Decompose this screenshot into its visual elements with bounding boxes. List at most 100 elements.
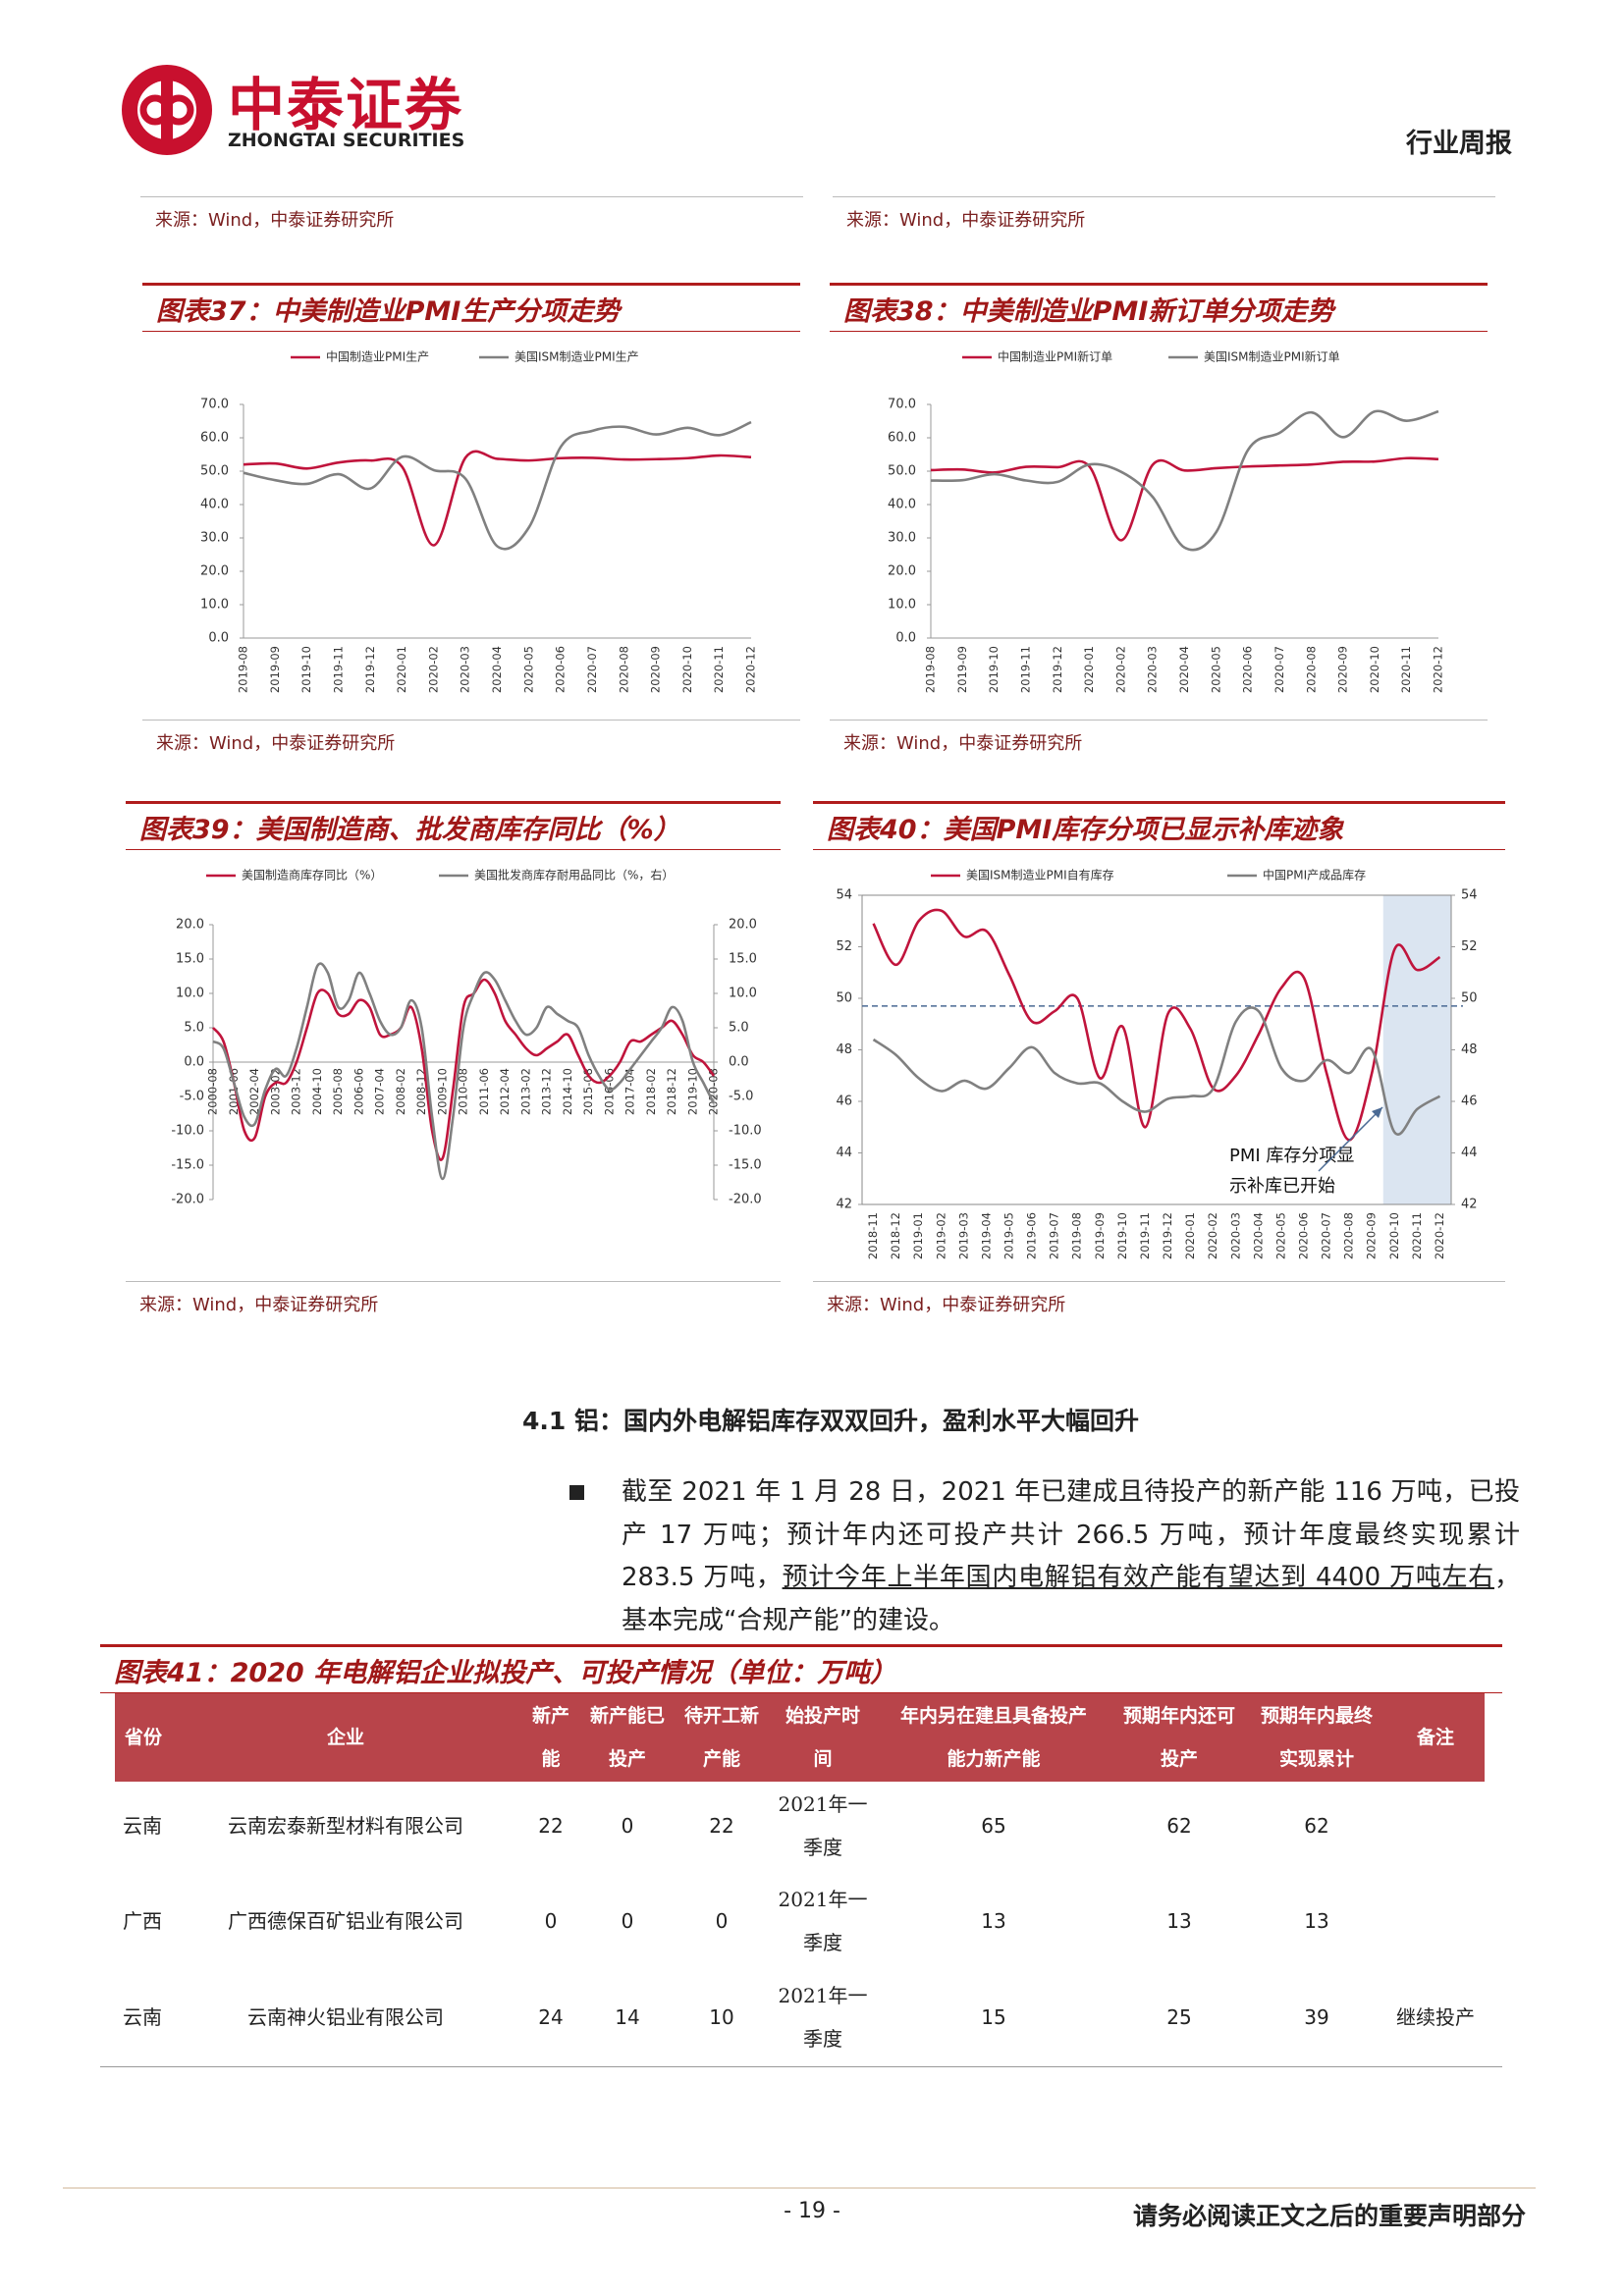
x-tick-label: 2020-04 bbox=[1251, 1212, 1265, 1259]
x-tick-label: 2020-09 bbox=[1336, 646, 1350, 693]
annotation: PMI 库存分项显 bbox=[1229, 1146, 1354, 1166]
y2-tick-label: 42 bbox=[1461, 1198, 1478, 1212]
x-tick-label: 2019-02 bbox=[934, 1212, 947, 1259]
x-tick-label: 2020-12 bbox=[744, 646, 758, 693]
x-tick-label: 2010-08 bbox=[457, 1068, 470, 1115]
chart-title: 图表39：美国制造商、批发商库存同比（%） bbox=[126, 801, 781, 850]
y-tick-label: 30.0 bbox=[888, 531, 916, 546]
y-tick-label: 42 bbox=[836, 1198, 852, 1212]
y2-tick-label: 5.0 bbox=[729, 1021, 749, 1036]
y-tick-label: 60.0 bbox=[200, 431, 229, 446]
x-tick-label: 2019-07 bbox=[1048, 1212, 1061, 1259]
y-tick-label: 50.0 bbox=[200, 464, 229, 479]
x-tick-label: 2020-05 bbox=[1273, 1212, 1287, 1259]
x-tick-label: 2019-10 bbox=[987, 646, 1001, 693]
x-tick-label: 2019-08 bbox=[237, 646, 250, 693]
chart: -20.0 -15.0 -10.0 -5.0 0.0 5.0 10.0 15.0 20.0 -20… bbox=[171, 868, 762, 1207]
source-rule bbox=[813, 1281, 1505, 1282]
x-tick-label: 2020-04 bbox=[490, 646, 504, 693]
y-tick-label: -20.0 bbox=[171, 1193, 204, 1207]
table-cell: 0 bbox=[715, 1909, 729, 1933]
x-tick-label: 2020-11 bbox=[712, 646, 726, 693]
y2-tick-label: -10.0 bbox=[729, 1124, 762, 1139]
x-tick-label: 2012-04 bbox=[498, 1068, 512, 1115]
x-tick-label: 2018-12 bbox=[665, 1068, 678, 1115]
series-line bbox=[243, 450, 752, 547]
chart-title: 图表37：中美制造业PMI生产分项走势 bbox=[142, 283, 800, 332]
source-rule bbox=[126, 1281, 781, 1282]
y-tick-label: 70.0 bbox=[200, 398, 229, 412]
text: ，基本完成“合规产能”的建设。 bbox=[622, 1563, 1520, 1635]
x-tick-label: 2020-02 bbox=[1206, 1212, 1219, 1259]
table-cell: 0 bbox=[621, 1814, 634, 1838]
x-tick-label: 2000-08 bbox=[206, 1068, 220, 1115]
y-tick-label: 60.0 bbox=[888, 431, 916, 446]
x-tick-label: 2020-09 bbox=[649, 646, 663, 693]
x-tick-label: 2019-05 bbox=[1002, 1212, 1016, 1259]
series-line bbox=[872, 1006, 1441, 1136]
x-tick-label: 2019-09 bbox=[1093, 1212, 1107, 1259]
table-cell: 13 bbox=[1304, 1909, 1329, 1933]
footer-rule bbox=[63, 2187, 1536, 2189]
x-tick-label: 2020-08 bbox=[707, 1068, 721, 1115]
y-tick-label: 30.0 bbox=[200, 531, 229, 546]
x-tick-label: 2019-11 bbox=[331, 646, 345, 693]
annotation: 示补库已开始 bbox=[1229, 1176, 1335, 1197]
y-tick-label: 5.0 bbox=[184, 1021, 204, 1036]
table-cell: 14 bbox=[615, 2005, 640, 2029]
column-header: 年内另在建且具备投产能力新产能 bbox=[899, 1705, 1087, 1770]
y-tick-label: 52 bbox=[836, 939, 852, 954]
x-tick-label: 2020-02 bbox=[1113, 646, 1127, 693]
column-header: 始投产时间 bbox=[785, 1705, 860, 1770]
table-title: 图表41：2020 年电解铝企业拟投产、可投产情况（单位：万吨） bbox=[100, 1644, 1502, 1693]
chart: 0.0 10.0 20.0 30.0 40.0 50.0 60.0 70.0 2019-08 20… bbox=[200, 349, 758, 694]
y-tick-label: 50 bbox=[836, 991, 852, 1006]
y2-tick-label: 10.0 bbox=[729, 987, 757, 1001]
x-tick-label: 2020-08 bbox=[1342, 1212, 1356, 1259]
table-cell: 62 bbox=[1304, 1814, 1329, 1838]
source-rule bbox=[142, 720, 800, 721]
x-tick-label: 2020-07 bbox=[1272, 646, 1286, 693]
x-tick-label: 2002-04 bbox=[247, 1068, 261, 1115]
y-tick-label: 70.0 bbox=[888, 398, 916, 412]
highlight-band bbox=[1382, 895, 1451, 1204]
table-cell: 继续投产 bbox=[1396, 2005, 1475, 2029]
source: 来源：Wind，中泰证券研究所 bbox=[139, 1295, 379, 1315]
legend-label: 美国ISM制造业PMI新订单 bbox=[1204, 349, 1340, 364]
x-tick-label: 2018-12 bbox=[889, 1212, 902, 1259]
y2-tick-label: 54 bbox=[1461, 888, 1478, 903]
table-cell: 22 bbox=[538, 1814, 564, 1838]
x-tick-label: 2020-09 bbox=[1365, 1212, 1379, 1259]
x-tick-label: 2020-08 bbox=[617, 646, 630, 693]
source-rule bbox=[140, 196, 803, 197]
x-tick-label: 2020-03 bbox=[1146, 646, 1160, 693]
source-rule bbox=[833, 196, 1495, 197]
y2-tick-label: 20.0 bbox=[729, 918, 757, 933]
x-tick-label: 2020-12 bbox=[1432, 646, 1445, 693]
column-header: 预期年内最终实现累计 bbox=[1260, 1705, 1373, 1770]
series-line bbox=[930, 409, 1439, 552]
x-tick-label: 2003-02 bbox=[268, 1068, 282, 1115]
footer-notice: 请务必阅读正文之后的重要声明部分 bbox=[1132, 2202, 1526, 2230]
x-tick-label: 2020-08 bbox=[1304, 646, 1318, 693]
x-tick-label: 2020-10 bbox=[680, 646, 694, 693]
plot-frame bbox=[861, 894, 1452, 1205]
table-cell: 62 bbox=[1166, 1814, 1192, 1838]
x-tick-label: 2020-06 bbox=[1241, 646, 1255, 693]
x-tick-label: 2019-09 bbox=[268, 646, 282, 693]
x-tick-label: 2019-06 bbox=[1025, 1212, 1039, 1259]
legend-label: 中国制造业PMI新订单 bbox=[998, 349, 1112, 364]
x-tick-label: 2013-02 bbox=[518, 1068, 532, 1115]
series-line bbox=[211, 978, 716, 1161]
x-tick-label: 2019-10 bbox=[299, 646, 313, 693]
x-tick-label: 2017-04 bbox=[623, 1068, 637, 1115]
chart: 42 44 46 48 50 52 54 42 44 46 48 50 52 54 2018-11 2018-… bbox=[836, 868, 1478, 1260]
x-tick-label: 2020-07 bbox=[585, 646, 599, 693]
column-header: 企业 bbox=[326, 1727, 364, 1748]
x-tick-label: 2020-10 bbox=[1387, 1212, 1401, 1259]
series-line bbox=[243, 420, 752, 551]
source: 来源：Wind，中泰证券研究所 bbox=[155, 210, 395, 231]
x-tick-label: 2018-02 bbox=[644, 1068, 658, 1115]
page-number: - 19 - bbox=[784, 2199, 840, 2223]
x-tick-label: 2020-10 bbox=[1368, 646, 1381, 693]
